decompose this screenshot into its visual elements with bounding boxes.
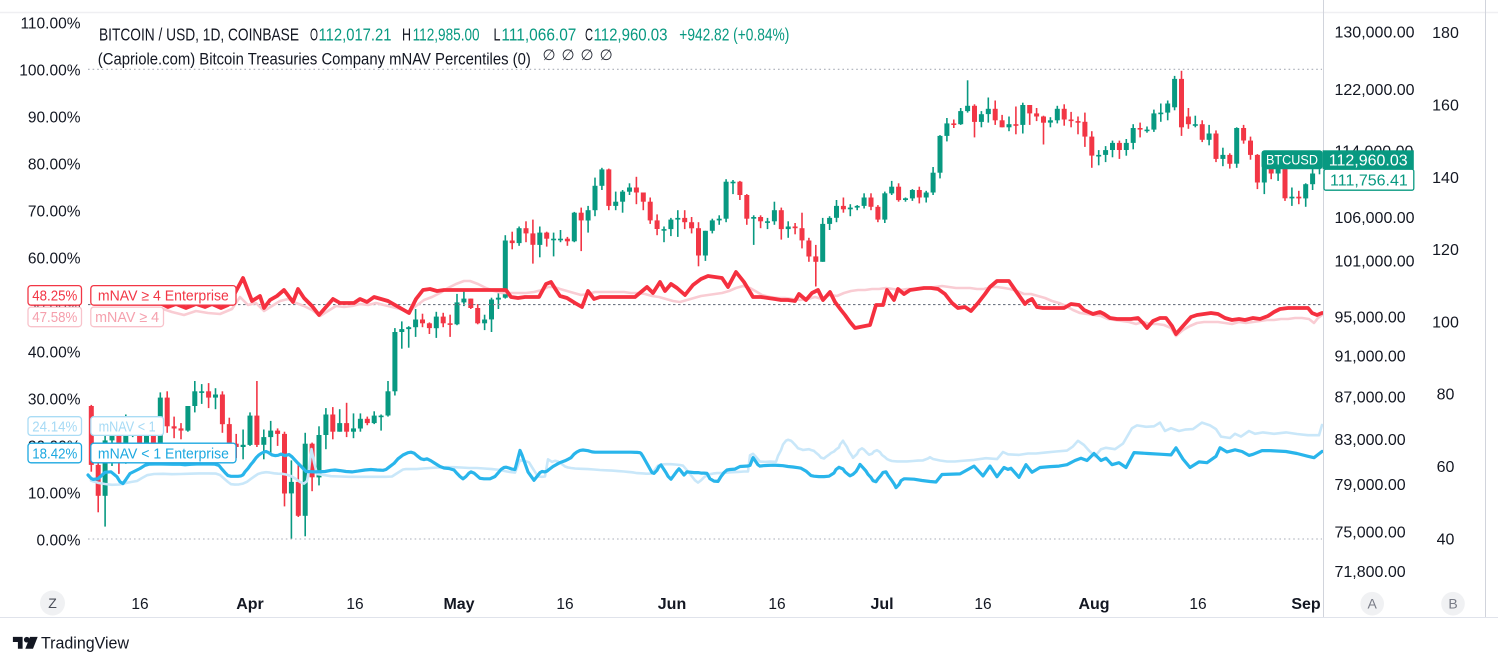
svg-text:30.00%: 30.00% [28,392,81,409]
svg-text:0.00%: 0.00% [37,533,81,550]
svg-text:48.25%: 48.25% [32,289,77,305]
svg-text:16: 16 [974,596,991,613]
svg-text:112,985.00: 112,985.00 [413,25,480,45]
svg-text:∅: ∅ [562,47,575,64]
svg-text:∅: ∅ [581,47,594,64]
svg-text:100: 100 [1432,314,1459,331]
svg-text:110.00%: 110.00% [20,16,80,33]
svg-text:40: 40 [1437,531,1455,548]
svg-text:mNAV < 1 Enterprise: mNAV < 1 Enterprise [98,446,229,462]
svg-text:112,960.03: 112,960.03 [594,25,668,45]
svg-text:71,800.00: 71,800.00 [1335,564,1406,581]
svg-text:H: H [402,25,411,45]
svg-text:+942.82 (+0.84%): +942.82 (+0.84%) [679,25,789,45]
svg-text:60.00%: 60.00% [28,251,81,268]
svg-text:BITCOIN / USD, 1D, COINBASE: BITCOIN / USD, 1D, COINBASE [99,25,299,45]
svg-text:16: 16 [768,596,785,613]
svg-text:95,000.00: 95,000.00 [1335,309,1406,326]
svg-text:May: May [443,596,474,613]
svg-text:60: 60 [1437,459,1455,476]
svg-text:140: 140 [1432,170,1459,187]
svg-text:120: 120 [1432,242,1459,259]
svg-text:10.00%: 10.00% [28,486,81,503]
svg-text:A: A [1368,596,1378,612]
svg-text:83,000.00: 83,000.00 [1335,432,1406,449]
svg-text:80.00%: 80.00% [28,157,81,174]
svg-text:122,000.00: 122,000.00 [1335,82,1415,99]
svg-text:16: 16 [1189,596,1206,613]
svg-text:Apr: Apr [236,596,264,613]
svg-text:180: 180 [1432,25,1459,42]
svg-text:106,000.00: 106,000.00 [1335,210,1415,227]
svg-text:BTCUSD: BTCUSD [1266,153,1318,168]
svg-text:16: 16 [556,596,573,613]
svg-text:80: 80 [1437,387,1455,404]
svg-text:79,000.00: 79,000.00 [1335,477,1406,494]
svg-text:mNAV ≥ 4 Enterprise: mNAV ≥ 4 Enterprise [98,289,229,305]
svg-text:101,000.00: 101,000.00 [1335,254,1415,271]
svg-text:O: O [310,25,318,45]
svg-text:B: B [1448,596,1457,612]
svg-text:90.00%: 90.00% [28,110,81,127]
svg-text:112,017.21: 112,017.21 [319,25,392,45]
svg-text:111,756.41: 111,756.41 [1330,173,1408,190]
svg-text:Jul: Jul [870,596,893,613]
svg-text:16: 16 [346,596,363,613]
svg-text:70.00%: 70.00% [28,204,81,221]
svg-text:Jun: Jun [658,596,686,613]
svg-text:(Capriole.com) Bitcoin Treasur: (Capriole.com) Bitcoin Treasuries Compan… [98,49,531,68]
svg-text:100.00%: 100.00% [19,63,80,80]
svg-text:91,000.00: 91,000.00 [1335,348,1406,365]
svg-text:L: L [494,25,501,45]
svg-text:87,000.00: 87,000.00 [1335,389,1406,406]
svg-text:C: C [585,25,593,45]
svg-text:18.42%: 18.42% [32,446,77,462]
svg-text:16: 16 [131,596,148,613]
svg-text:Aug: Aug [1078,596,1109,613]
svg-text:24.14%: 24.14% [32,419,77,435]
svg-text:∅: ∅ [542,47,555,64]
svg-text:40.00%: 40.00% [28,345,81,362]
svg-text:112,960.03: 112,960.03 [1329,153,1408,170]
svg-text:TradingView: TradingView [41,635,129,653]
svg-text:75,000.00: 75,000.00 [1335,524,1406,541]
svg-text:111,066.07: 111,066.07 [501,25,576,45]
svg-text:Sep: Sep [1291,596,1321,613]
svg-text:130,000.00: 130,000.00 [1335,24,1415,41]
svg-text:mNAV ≥ 4: mNAV ≥ 4 [95,310,159,326]
svg-text:∅: ∅ [600,47,613,64]
svg-text:mNAV < 1: mNAV < 1 [99,419,156,435]
svg-text:47.58%: 47.58% [32,310,77,326]
svg-text:160: 160 [1432,98,1459,115]
svg-text:Z: Z [48,595,57,611]
